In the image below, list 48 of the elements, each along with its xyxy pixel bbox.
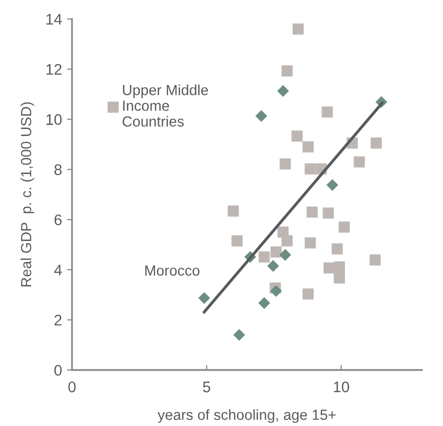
point bbox=[267, 260, 280, 272]
x-axis-title: years of schooling, age 15+ bbox=[158, 409, 336, 423]
point bbox=[334, 261, 345, 273]
point bbox=[228, 205, 239, 217]
legend-label: Upper Middle Income Countries bbox=[122, 84, 208, 127]
y-tick-label: 2 bbox=[54, 314, 62, 326]
point bbox=[302, 141, 314, 152]
point bbox=[258, 297, 270, 309]
point bbox=[282, 235, 293, 246]
point bbox=[277, 85, 289, 97]
point bbox=[282, 65, 293, 76]
point bbox=[306, 206, 318, 218]
point bbox=[302, 288, 314, 300]
point bbox=[322, 106, 333, 118]
y-axis-title: Real GDP p. c. (1,000 USD) bbox=[20, 102, 34, 286]
point bbox=[198, 292, 210, 304]
x-tick-label: 0 bbox=[68, 382, 76, 392]
point bbox=[322, 207, 334, 219]
point bbox=[304, 237, 316, 248]
annotation: Morocco bbox=[145, 266, 200, 276]
x-tick-label: 10 bbox=[334, 382, 350, 392]
point bbox=[231, 235, 243, 246]
point bbox=[370, 254, 381, 266]
point bbox=[332, 243, 343, 254]
point bbox=[270, 246, 282, 258]
point bbox=[280, 158, 291, 170]
point bbox=[258, 251, 270, 262]
y-tick-label: 8 bbox=[54, 164, 62, 176]
point bbox=[279, 249, 292, 261]
point bbox=[255, 110, 268, 122]
x-tick-label: 5 bbox=[202, 382, 210, 392]
y-tick-label: 14 bbox=[46, 14, 62, 25]
point bbox=[338, 222, 350, 233]
point bbox=[370, 138, 382, 149]
point bbox=[304, 163, 316, 174]
point bbox=[292, 130, 303, 142]
point bbox=[326, 179, 338, 191]
point bbox=[270, 285, 282, 297]
point bbox=[233, 329, 246, 341]
point bbox=[354, 156, 365, 168]
y-tick-label: 10 bbox=[46, 114, 62, 125]
point bbox=[324, 262, 335, 274]
y-tick-label: 0 bbox=[54, 364, 62, 376]
y-tick-label: 4 bbox=[54, 264, 62, 276]
point bbox=[334, 272, 345, 284]
y-tick-label: 12 bbox=[46, 64, 62, 75]
y-tick-label: 6 bbox=[54, 214, 62, 226]
point bbox=[292, 23, 304, 35]
